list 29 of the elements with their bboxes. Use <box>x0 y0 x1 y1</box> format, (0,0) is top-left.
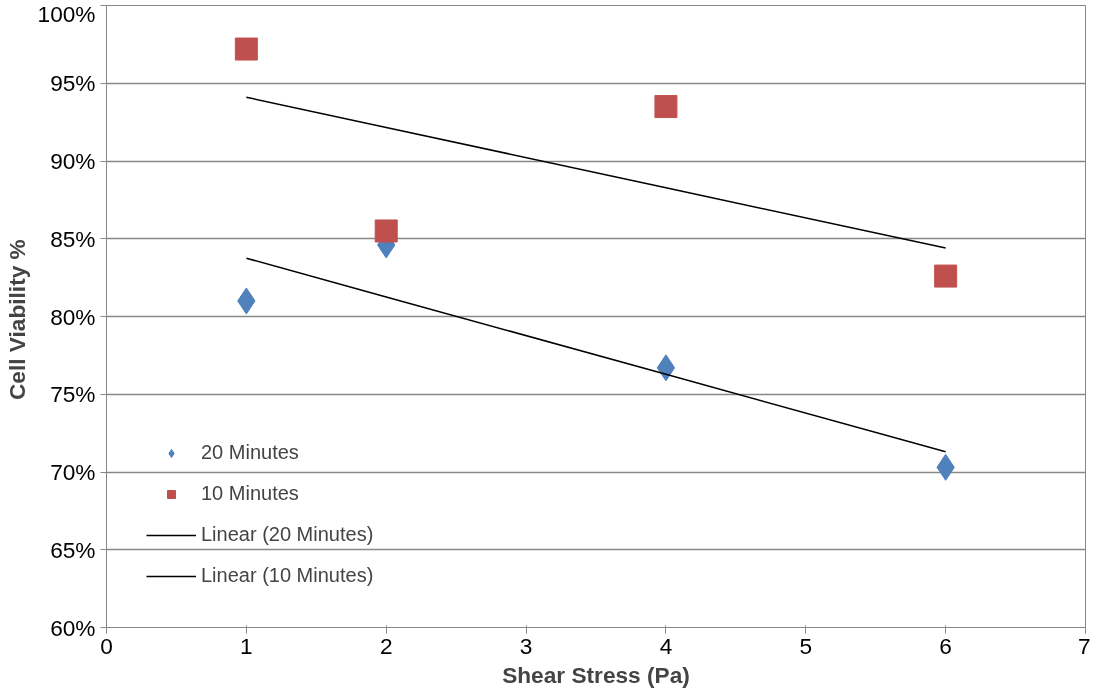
point <box>374 219 398 243</box>
y-tick-label: 70% <box>50 459 96 485</box>
x-axis-title: Shear Stress (Pa) <box>502 661 690 688</box>
point <box>656 354 676 382</box>
y-tick-label: 85% <box>50 225 96 252</box>
legend-label: Linear (20 Minutes) <box>201 523 374 546</box>
x-tick-label: 5 <box>799 632 813 659</box>
y-tick-label: 65% <box>50 536 96 563</box>
y-tick-label: 90% <box>50 148 96 174</box>
line-series <box>245 96 947 249</box>
x-tick-label: 7 <box>1077 632 1091 659</box>
y-tick-label: 100% <box>37 0 96 27</box>
x-tick-label: 6 <box>939 632 952 659</box>
y-tick-label: 95% <box>50 70 96 97</box>
legend-label: 20 Minutes <box>201 441 299 464</box>
y-tick-label: 80% <box>50 303 96 330</box>
x-tick-label: 0 <box>100 632 113 659</box>
y-tick-label: 60% <box>50 614 96 641</box>
point <box>234 37 258 61</box>
y-tick-label: 75% <box>50 381 96 408</box>
x-tick-label: 2 <box>379 632 393 659</box>
legend-label: Linear (10 Minutes) <box>201 564 374 587</box>
x-tick-label: 4 <box>659 632 673 659</box>
y-axis-title: Cell Viability % <box>3 239 30 401</box>
legend-label: 10 Minutes <box>201 482 299 505</box>
point <box>934 264 958 288</box>
x-tick-label: 3 <box>519 632 533 659</box>
point <box>654 95 678 119</box>
x-tick-label: 1 <box>240 632 253 659</box>
